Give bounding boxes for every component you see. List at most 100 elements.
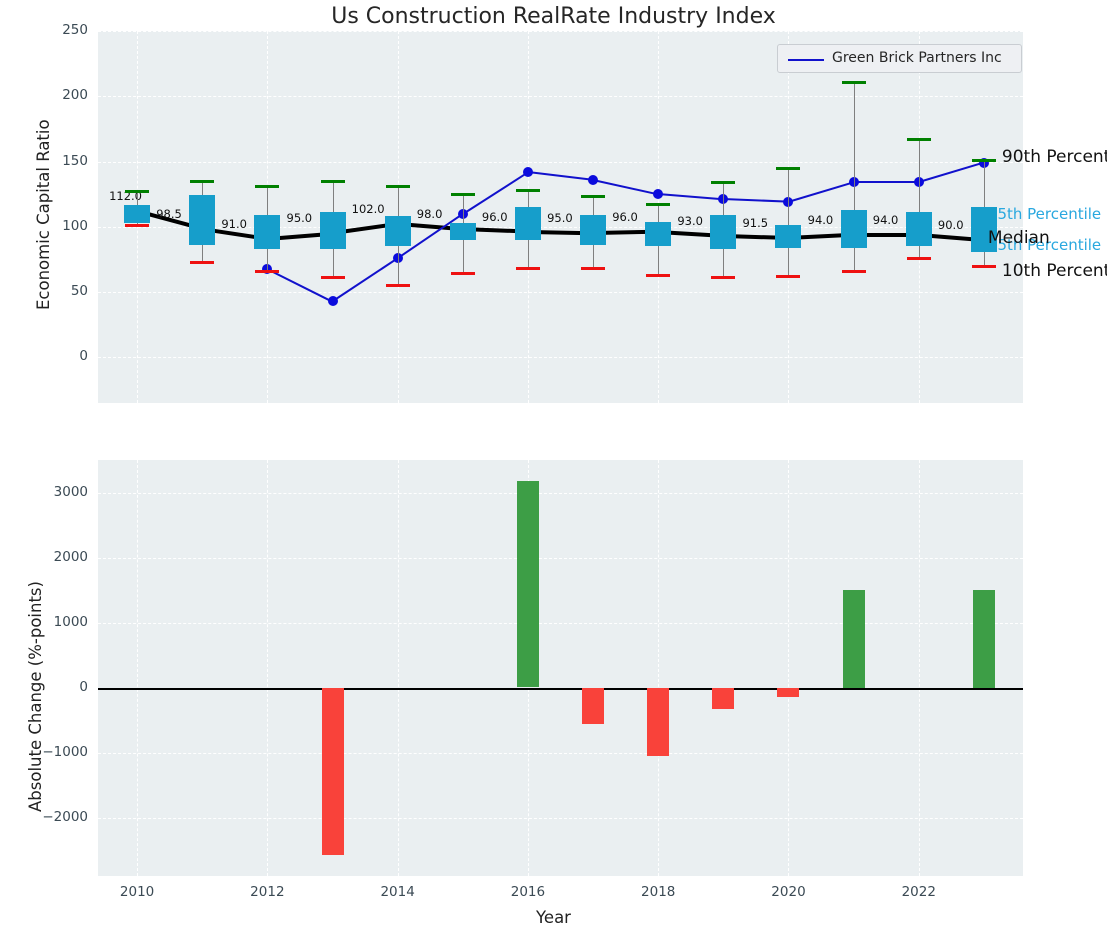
whisker-cap-low-10th <box>776 275 800 278</box>
gridline-vertical <box>919 460 920 876</box>
gridline-horizontal <box>98 162 1023 163</box>
median-value-label: 102.0 <box>352 202 385 216</box>
y-tick-label: 100 <box>36 218 88 234</box>
interquartile-box <box>841 210 867 248</box>
whisker-cap-high-90th <box>842 81 866 84</box>
change-bar <box>647 688 669 757</box>
median-value-label: 91.5 <box>742 216 768 230</box>
whisker-cap-high-90th <box>451 193 475 196</box>
gridline-vertical <box>137 460 138 876</box>
change-bar <box>517 481 539 687</box>
gridline-horizontal <box>98 753 1023 754</box>
x-axis-label: Year <box>0 908 1107 927</box>
annotation-median: Median <box>988 228 1050 248</box>
whisker-cap-low-10th <box>842 270 866 273</box>
gridline-horizontal <box>98 818 1023 819</box>
gridline-vertical <box>658 460 659 876</box>
whisker-cap-low-10th <box>125 224 149 227</box>
whisker-line <box>788 167 789 275</box>
top-panel-y-axis-label: Economic Capital Ratio <box>34 119 53 310</box>
gridline-horizontal <box>98 31 1023 32</box>
median-value-label: 98.0 <box>417 207 443 221</box>
interquartile-box <box>580 215 606 245</box>
annotation-10th-percentile: 10th Percentile <box>1002 261 1107 281</box>
whisker-cap-high-90th <box>386 185 410 188</box>
annotation-75th-percentile: 75th Percentile <box>988 205 1101 223</box>
interquartile-box <box>710 215 736 249</box>
interquartile-box <box>124 205 150 223</box>
y-tick-label: 0 <box>36 348 88 364</box>
change-bar <box>322 688 344 855</box>
whisker-cap-high-90th <box>581 195 605 198</box>
whisker-cap-high-90th <box>516 189 540 192</box>
y-tick-label: 50 <box>36 283 88 299</box>
interquartile-box <box>385 216 411 246</box>
interquartile-box <box>775 225 801 247</box>
median-value-label: 98.5 <box>156 207 182 221</box>
y-tick-label: 200 <box>36 87 88 103</box>
interquartile-box <box>254 215 280 249</box>
whisker-cap-high-90th <box>907 138 931 141</box>
x-tick-label: 2014 <box>368 884 428 900</box>
x-tick-label: 2020 <box>758 884 818 900</box>
whisker-cap-low-10th <box>646 274 670 277</box>
change-bar <box>843 590 865 688</box>
median-value-label: 94.0 <box>808 213 834 227</box>
y-tick-label: 0 <box>16 679 88 695</box>
whisker-cap-low-10th <box>581 267 605 270</box>
median-value-label: 94.0 <box>873 213 899 227</box>
gridline-horizontal <box>98 623 1023 624</box>
company-data-point <box>523 167 533 177</box>
whisker-cap-low-10th <box>255 270 279 273</box>
whisker-cap-low-10th <box>386 284 410 287</box>
median-value-label: 95.0 <box>547 211 573 225</box>
whisker-cap-low-10th <box>321 276 345 279</box>
whisker-cap-low-10th <box>516 267 540 270</box>
whisker-cap-low-10th <box>711 276 735 279</box>
gridline-horizontal <box>98 357 1023 358</box>
whisker-cap-high-90th <box>255 185 279 188</box>
gridline-horizontal <box>98 558 1023 559</box>
median-value-label: 96.0 <box>482 210 508 224</box>
figure-canvas: Us Construction RealRate Industry Index … <box>0 0 1107 942</box>
x-tick-label: 2022 <box>889 884 949 900</box>
whisker-cap-low-10th <box>972 265 996 268</box>
interquartile-box <box>515 207 541 240</box>
median-value-label: 93.0 <box>677 214 703 228</box>
y-tick-label: −1000 <box>16 744 88 760</box>
median-value-label: 90.0 <box>938 218 964 232</box>
x-tick-label: 2018 <box>628 884 688 900</box>
whisker-cap-low-10th <box>190 261 214 264</box>
y-tick-label: 2000 <box>16 549 88 565</box>
annotation-90th-percentile: 90th Percentile <box>1002 147 1107 167</box>
page-title: Us Construction RealRate Industry Index <box>0 4 1107 29</box>
company-line-segment <box>854 181 919 183</box>
change-bar <box>973 590 995 688</box>
y-tick-label: 1000 <box>16 614 88 630</box>
median-value-label: 96.0 <box>612 210 638 224</box>
legend-box[interactable]: Green Brick Partners Inc <box>777 44 1022 73</box>
gridline-vertical <box>788 460 789 876</box>
x-tick-label: 2012 <box>237 884 297 900</box>
change-bar <box>777 688 799 697</box>
change-bar <box>712 688 734 709</box>
interquartile-box <box>906 212 932 246</box>
gridline-vertical <box>398 460 399 876</box>
median-value-label: 91.0 <box>221 217 247 231</box>
y-tick-label: 250 <box>36 22 88 38</box>
gridline-vertical <box>267 460 268 876</box>
interquartile-box <box>189 195 215 245</box>
gridline-horizontal <box>98 292 1023 293</box>
bottom-panel-plot-area <box>98 460 1023 876</box>
change-bar <box>582 688 604 724</box>
legend-entry-label: Green Brick Partners Inc <box>832 50 1002 66</box>
whisker-cap-high-90th <box>190 180 214 183</box>
interquartile-box <box>320 212 346 249</box>
whisker-cap-high-90th <box>711 181 735 184</box>
x-tick-label: 2010 <box>107 884 167 900</box>
interquartile-box <box>450 223 476 240</box>
whisker-cap-high-90th <box>125 190 149 193</box>
whisker-cap-high-90th <box>646 203 670 206</box>
interquartile-box <box>645 222 671 247</box>
whisker-cap-high-90th <box>972 159 996 162</box>
